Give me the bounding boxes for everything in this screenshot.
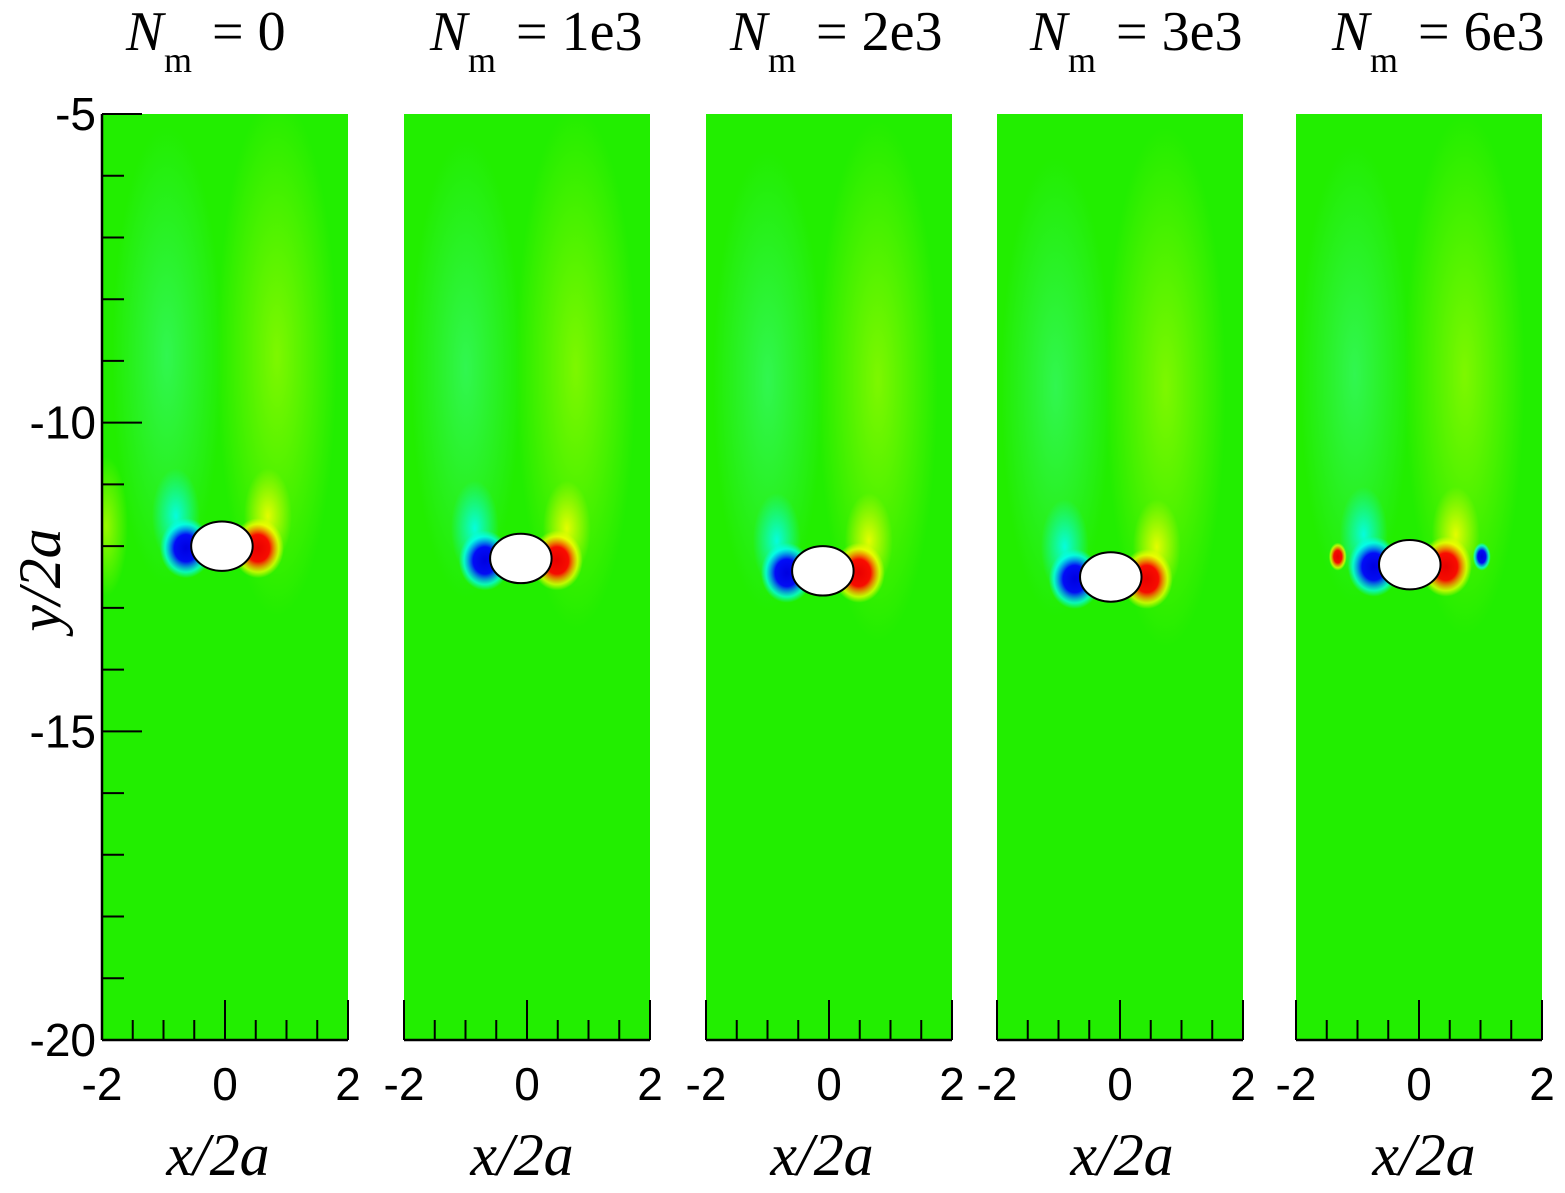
panel-title-value: = 1e3 — [516, 1, 642, 63]
wake-negative-region — [410, 138, 521, 599]
contour-field — [1299, 114, 1525, 635]
wake-positive-region — [1105, 127, 1226, 647]
x-tick-label: -2 — [384, 1058, 425, 1110]
panel-title-value: = 0 — [212, 1, 286, 63]
particle — [489, 532, 553, 585]
y-tick-label: -5 — [55, 88, 96, 140]
x-tick-label: 2 — [335, 1058, 361, 1110]
panel-title-symbol: N — [1029, 1, 1070, 63]
x-tick-label: -2 — [82, 1058, 123, 1110]
wake-positive-region — [515, 114, 636, 629]
x-tick-label: 2 — [637, 1058, 663, 1110]
edge-positive-region — [102, 456, 128, 597]
x-tick-label: 0 — [816, 1058, 842, 1110]
y-tick-label: -20 — [30, 1014, 96, 1066]
wake-positive-region — [817, 120, 938, 641]
panel-title-symbol: N — [729, 1, 770, 63]
x-tick-label: -2 — [977, 1058, 1018, 1110]
particle — [190, 520, 254, 572]
panel-title-subscript: m — [1370, 40, 1398, 80]
x-tick-label: -2 — [686, 1058, 727, 1110]
panel-title-subscript: m — [164, 40, 192, 80]
wake-negative-region — [1000, 157, 1111, 617]
panel-title-subscript: m — [468, 40, 496, 80]
x-tick-label: 2 — [939, 1058, 965, 1110]
panel-3: -2 0 2 x/2a N m = 2e3 — [686, 1, 965, 1188]
contour-field — [712, 120, 938, 641]
x-axis-label: x/2a — [165, 1122, 269, 1188]
x-tick-label: 0 — [212, 1058, 238, 1110]
x-tick-label: 2 — [1230, 1058, 1256, 1110]
y-axis: y/2a -5 -10 -15 -20 — [7, 88, 142, 1066]
x-tick-label: 0 — [1406, 1058, 1432, 1110]
wake-positive-region — [1404, 114, 1525, 635]
x-axis-label: x/2a — [1371, 1122, 1475, 1188]
panel-title-subscript: m — [1068, 40, 1096, 80]
contour-field — [102, 114, 337, 617]
x-tick-label: 2 — [1529, 1058, 1555, 1110]
particle — [1378, 538, 1442, 591]
wake-positive-region — [216, 114, 337, 617]
y-tick-label: -10 — [30, 397, 96, 449]
panel-title-value: = 3e3 — [1116, 1, 1242, 63]
panel-5: -2 0 2 x/2a N m = 6e3 — [1276, 1, 1555, 1188]
panels-layer: -2 0 2 x/2a N m = 0 -2 0 2 x/2a N m = 1e3 -2 0 2 x/2a N m = … — [82, 1, 1555, 1188]
panel-2: -2 0 2 x/2a N m = 1e3 — [384, 1, 663, 1188]
panel-title-value: = 6e3 — [1418, 1, 1544, 63]
x-axis-label: x/2a — [1069, 1122, 1173, 1188]
panel-title-symbol: N — [429, 1, 470, 63]
x-tick-label: 0 — [514, 1058, 540, 1110]
panel-title-symbol: N — [125, 1, 166, 63]
panel-title-value: = 2e3 — [816, 1, 942, 63]
secondary-vortex-positive — [1328, 542, 1347, 571]
panel-title-subscript: m — [768, 40, 796, 80]
particle — [791, 545, 855, 597]
wake-negative-region — [111, 126, 222, 587]
panel-title-symbol: N — [1331, 1, 1372, 63]
wake-negative-region — [1299, 144, 1410, 605]
contour-field — [1000, 127, 1226, 647]
x-tick-label: -2 — [1276, 1058, 1317, 1110]
y-axis-label: y/2a — [7, 528, 73, 637]
wake-negative-region — [712, 150, 823, 611]
panel-4: -2 0 2 x/2a N m = 3e3 — [977, 1, 1256, 1188]
x-tick-label: 0 — [1107, 1058, 1133, 1110]
x-axis-label: x/2a — [469, 1122, 573, 1188]
secondary-vortex-negative — [1472, 542, 1491, 571]
panel-1: -2 0 2 x/2a N m = 0 — [82, 1, 361, 1188]
x-axis-label: x/2a — [769, 1122, 873, 1188]
y-tick-label: -15 — [30, 705, 96, 757]
particle — [1079, 551, 1143, 603]
